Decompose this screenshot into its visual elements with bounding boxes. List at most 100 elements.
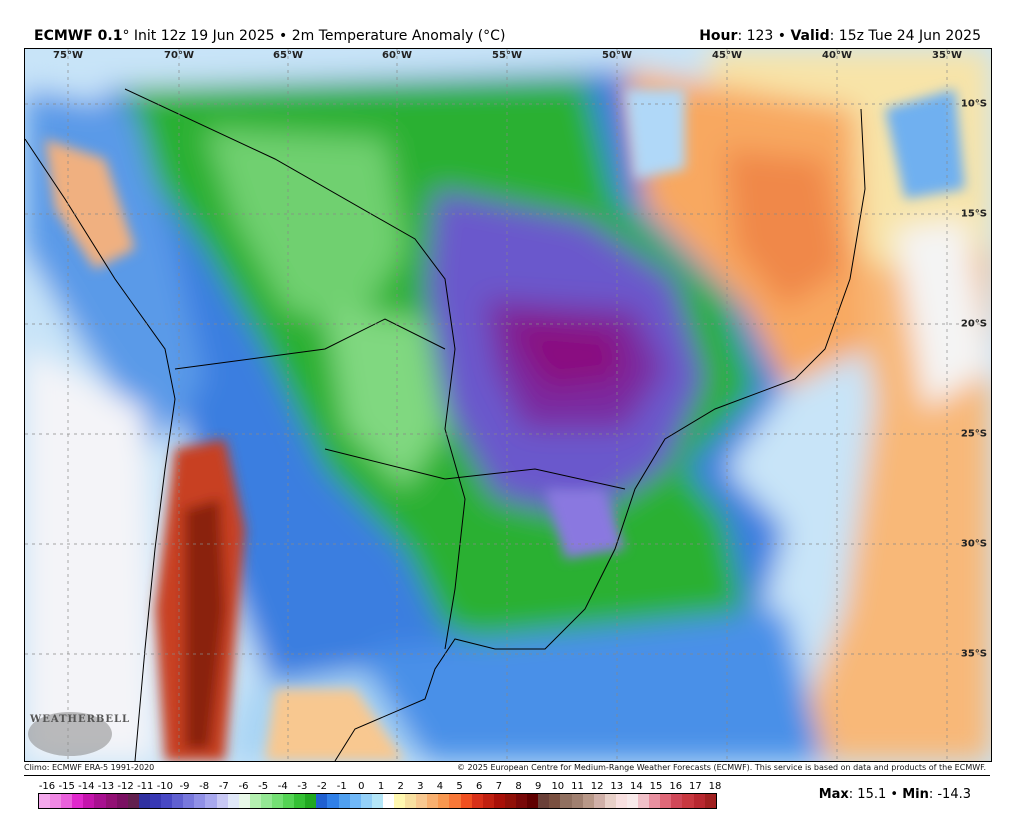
lon-label: 70°W bbox=[164, 50, 194, 61]
hour-value: : 123 • bbox=[737, 28, 791, 44]
colorbar-swatch bbox=[427, 794, 439, 808]
colorbar-tick-label: 0 bbox=[358, 781, 365, 792]
min-value: : -14.3 bbox=[928, 787, 971, 802]
min-label: Min bbox=[902, 787, 929, 802]
colorbar-tick-label: -4 bbox=[277, 781, 288, 792]
colorbar-swatch bbox=[382, 794, 394, 808]
colorbar-swatch bbox=[94, 794, 106, 808]
colorbar-swatch bbox=[405, 794, 417, 808]
colorbar-swatch bbox=[671, 794, 683, 808]
colorbar-tick-label: 9 bbox=[534, 781, 542, 792]
colorbar-swatch bbox=[371, 794, 383, 808]
init-description: Init 12z 19 Jun 2025 • 2m Temperature An… bbox=[129, 28, 506, 44]
colorbar-tick-label: 16 bbox=[669, 781, 683, 792]
colorbar-tick-label: 2 bbox=[397, 781, 404, 792]
colorbar-tick-label: -13 bbox=[97, 781, 115, 792]
colorbar-swatch bbox=[83, 794, 95, 808]
colorbar-swatch bbox=[516, 794, 528, 808]
logo-ellipse bbox=[28, 712, 112, 756]
lat-label: 20°S bbox=[960, 318, 987, 330]
colorbar-swatch bbox=[72, 794, 84, 808]
colorbar-swatch bbox=[161, 794, 173, 808]
valid-value: : 15z Tue 24 Jun 2025 bbox=[829, 28, 981, 44]
lat-label: 15°S bbox=[960, 208, 987, 220]
colorbar-tick-label: 11 bbox=[571, 781, 584, 792]
lat-label: 35°S bbox=[960, 648, 987, 660]
colorbar-swatch bbox=[249, 794, 261, 808]
colorbar-swatch bbox=[316, 794, 328, 808]
colorbar-swatch bbox=[227, 794, 239, 808]
colorbar-tick-label: -12 bbox=[117, 781, 134, 792]
colorbar-swatch bbox=[149, 794, 162, 808]
lon-label: 50°W bbox=[602, 50, 632, 61]
lon-label: 40°W bbox=[822, 50, 852, 61]
colorbar-swatch bbox=[471, 794, 483, 808]
colorbar-tick-label: -6 bbox=[238, 781, 249, 792]
colorbar-tick-label: -7 bbox=[218, 781, 229, 792]
colorbar-swatch bbox=[416, 794, 428, 808]
colorbar-tick-label: 13 bbox=[610, 781, 624, 792]
colorbar-swatch bbox=[604, 794, 616, 808]
lon-label: 35°W bbox=[932, 50, 962, 61]
colorbar-tick-label: -9 bbox=[179, 781, 190, 792]
colorbar-tick-label: -2 bbox=[317, 781, 328, 792]
max-label: Max bbox=[818, 787, 849, 802]
max-min-stats: Max: 15.1 • Min: -14.3 bbox=[819, 787, 971, 802]
hour-label: Hour bbox=[699, 28, 738, 44]
colorbar-tick-label: 12 bbox=[590, 781, 604, 792]
colorbar-swatch bbox=[449, 794, 461, 808]
colorbar-swatch bbox=[638, 794, 650, 808]
lon-label: 55°W bbox=[492, 50, 522, 61]
colorbar-tick-label: -15 bbox=[58, 781, 75, 792]
colorbar-swatch bbox=[549, 794, 561, 808]
colorbar-swatch bbox=[260, 794, 272, 808]
graticule bbox=[25, 49, 991, 761]
colorbar-swatch bbox=[194, 794, 206, 808]
colorbar-swatch bbox=[438, 794, 450, 808]
colorbar-swatch bbox=[105, 794, 117, 808]
valid-label: Valid bbox=[790, 28, 830, 44]
colorbar-swatch bbox=[394, 794, 406, 808]
colorbar-tick-label: -16 bbox=[38, 781, 56, 792]
lon-label: 60°W bbox=[382, 50, 412, 61]
colorbar-tick-label: 17 bbox=[688, 781, 702, 792]
colorbar-swatch bbox=[504, 794, 517, 808]
colorbar-swatch bbox=[327, 794, 339, 808]
degree-symbol: ° bbox=[122, 28, 130, 44]
colorbar-swatch bbox=[560, 794, 572, 808]
colorbar-swatch bbox=[183, 794, 195, 808]
lon-label: 65°W bbox=[273, 50, 303, 61]
colorbar-swatch bbox=[172, 794, 184, 808]
colorbar-tick-label: -8 bbox=[199, 781, 210, 792]
model-name: ECMWF 0.1 bbox=[34, 28, 123, 44]
colorbar-swatch bbox=[649, 794, 661, 808]
colorbar-swatch bbox=[571, 794, 583, 808]
anomaly-map[interactable]: 75°W 70°W 65°W 60°W 55°W 50°W 45°W 40°W … bbox=[24, 48, 992, 762]
colorbar-swatch bbox=[626, 794, 639, 808]
colorbar-swatch bbox=[615, 794, 627, 808]
colorbar-swatch bbox=[582, 794, 594, 808]
colorbar-tick-label: -3 bbox=[297, 781, 308, 792]
colorbar-swatch bbox=[305, 794, 317, 808]
colorbar-tick-label: 3 bbox=[417, 781, 424, 792]
colorbar-tick-label: 4 bbox=[436, 781, 444, 792]
colorbar-swatch bbox=[294, 794, 306, 808]
colorbar-tick-label: 10 bbox=[551, 781, 565, 792]
colorbar-tick-label: 1 bbox=[377, 781, 385, 792]
colorbar-swatch bbox=[216, 794, 228, 808]
colorbar-tick-label: 6 bbox=[476, 781, 483, 792]
colorbar-swatch bbox=[205, 794, 217, 808]
colorbar-swatch bbox=[116, 794, 128, 808]
lat-label: 10°S bbox=[960, 98, 987, 110]
colorbar-tick-label: -1 bbox=[336, 781, 347, 792]
colorbar-tick-label: 5 bbox=[456, 781, 463, 792]
valid-time: Hour: 123 • Valid: 15z Tue 24 Jun 2025 bbox=[699, 28, 981, 44]
max-value: : 15.1 • bbox=[848, 787, 903, 802]
colorbar-swatch bbox=[660, 794, 672, 808]
colorbar-swatch bbox=[50, 794, 62, 808]
colorbar-tick-label: -14 bbox=[78, 781, 95, 792]
lat-label: 25°S bbox=[960, 428, 987, 440]
colorbar-swatch bbox=[538, 794, 550, 808]
colorbar-tick-label: 7 bbox=[495, 781, 503, 792]
colorbar-tick-label: -5 bbox=[258, 781, 269, 792]
